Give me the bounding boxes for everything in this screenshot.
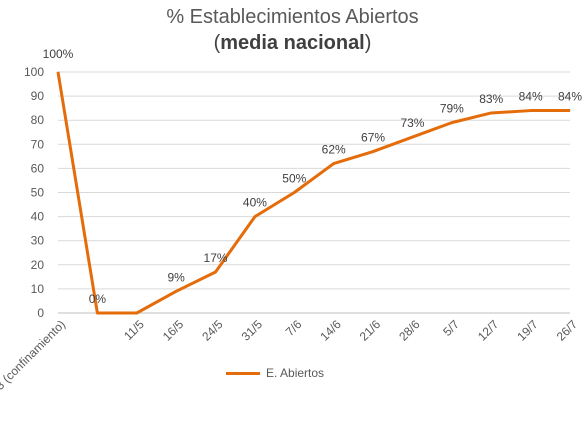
x-tick-label: 16/5 — [160, 317, 187, 344]
x-tick-label: 11/5 — [121, 317, 147, 343]
x-tick-label: 28/6 — [396, 317, 423, 344]
legend-swatch — [226, 371, 260, 375]
data-point — [293, 192, 295, 193]
x-tick-label: 12/7 — [475, 317, 502, 344]
data-point — [490, 112, 492, 114]
legend-label: E. Abiertos — [266, 366, 325, 380]
x-tick-label: 15/3 (confinamiento) — [0, 317, 68, 404]
data-point — [136, 312, 138, 314]
y-tick-label: 80 — [31, 113, 45, 127]
data-point — [372, 151, 374, 153]
y-tick-label: 70 — [31, 137, 45, 151]
data-point — [57, 71, 59, 73]
y-tick-label: 0 — [37, 306, 44, 320]
data-point — [530, 110, 532, 112]
x-tick-label: 31/5 — [239, 317, 266, 344]
data-label: 9% — [167, 270, 185, 284]
data-label: 62% — [322, 143, 346, 157]
legend: E. Abiertos — [226, 366, 324, 380]
data-point — [254, 216, 256, 218]
chart-title: % Establecimientos Abiertos — [166, 6, 419, 28]
x-tick-label: 19/7 — [514, 317, 541, 344]
y-tick-label: 30 — [31, 234, 45, 248]
y-tick-label: 60 — [31, 161, 45, 175]
data-point — [451, 122, 453, 124]
data-label: 100% — [43, 47, 74, 61]
data-label: 84% — [519, 90, 543, 104]
x-tick-label: 5/7 — [440, 317, 462, 339]
series-line — [56, 71, 570, 315]
data-label: 17% — [204, 251, 228, 265]
y-tick-label: 20 — [31, 258, 45, 272]
data-point — [411, 136, 413, 138]
data-label: 83% — [479, 92, 503, 106]
data-label: 40% — [243, 196, 267, 210]
x-tick-label: 26/7 — [554, 317, 581, 344]
data-label: 73% — [400, 116, 424, 130]
y-tick-label: 100 — [24, 65, 44, 79]
data-label: 84% — [558, 90, 582, 104]
y-tick-label: 90 — [31, 89, 45, 103]
data-point — [333, 163, 335, 165]
y-tick-label: 10 — [31, 282, 45, 296]
y-tick-label: 50 — [31, 186, 45, 200]
y-tick-label: 40 — [31, 210, 45, 224]
data-point — [175, 290, 177, 292]
x-tick-label: 21/6 — [357, 317, 384, 344]
x-tick-label: 7/6 — [283, 317, 305, 339]
data-point — [569, 110, 571, 112]
data-label: 79% — [440, 102, 464, 116]
data-label: 0% — [89, 292, 107, 306]
data-label: 67% — [361, 131, 385, 145]
chart-subtitle: (media nacional) — [213, 32, 372, 54]
data-label: 50% — [282, 172, 306, 186]
data-point — [96, 312, 98, 314]
x-tick-label: 14/6 — [317, 317, 344, 344]
x-tick-label: 24/5 — [199, 317, 226, 344]
chart-subtitle-bold: media nacional — [220, 32, 365, 54]
data-point — [215, 271, 217, 273]
